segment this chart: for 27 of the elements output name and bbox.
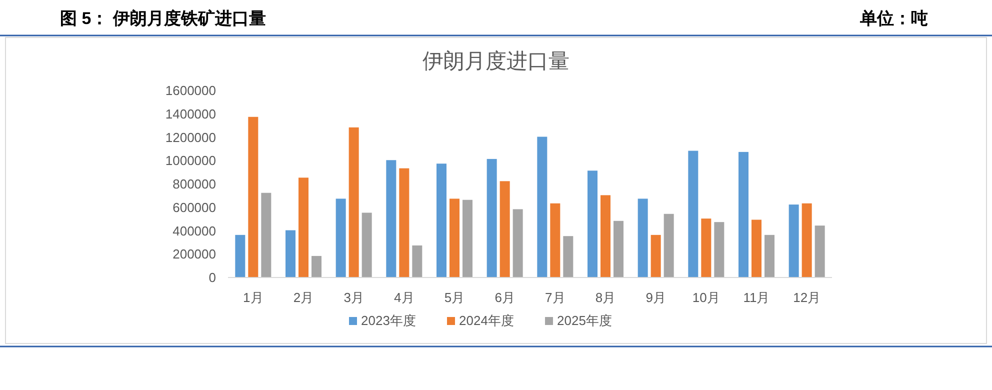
y-tick-label: 1200000: [165, 130, 216, 145]
x-tick-label: 11月: [743, 290, 770, 305]
x-tick-label: 10月: [692, 290, 720, 305]
x-tick-label: 5月: [444, 290, 465, 305]
y-tick-label: 1000000: [165, 153, 216, 168]
x-tick-label: 12月: [793, 290, 821, 305]
x-tick-label: 9月: [646, 290, 666, 305]
text: 单位：吨: [859, 9, 928, 28]
x-tick-label: 4月: [394, 290, 414, 305]
chart-title: 伊朗月度进口量: [422, 50, 570, 73]
y-tick-label: 400000: [172, 223, 216, 238]
y-tick-label: 800000: [172, 176, 216, 192]
x-tick-label: 8月: [595, 290, 616, 305]
x-tick-label: 6月: [494, 290, 515, 305]
y-tick-label: 0: [208, 270, 216, 285]
x-tick-label: 1月: [243, 290, 264, 305]
caption: 图 5： 伊朗月度铁矿进口量: [60, 9, 266, 28]
y-tick-label: 1400000: [165, 106, 216, 122]
x-tick-label: 2月: [293, 290, 314, 305]
y-tick-label: 1600000: [165, 83, 216, 98]
legend-label: 2023年度: [361, 313, 416, 328]
x-tick-label: 3月: [344, 290, 364, 305]
y-tick-label: 600000: [172, 200, 216, 215]
x-tick-label: 7月: [545, 290, 566, 305]
legend-label: 2024年度: [459, 313, 514, 328]
y-tick-label: 200000: [172, 246, 216, 262]
legend-label: 2025年度: [557, 313, 612, 328]
